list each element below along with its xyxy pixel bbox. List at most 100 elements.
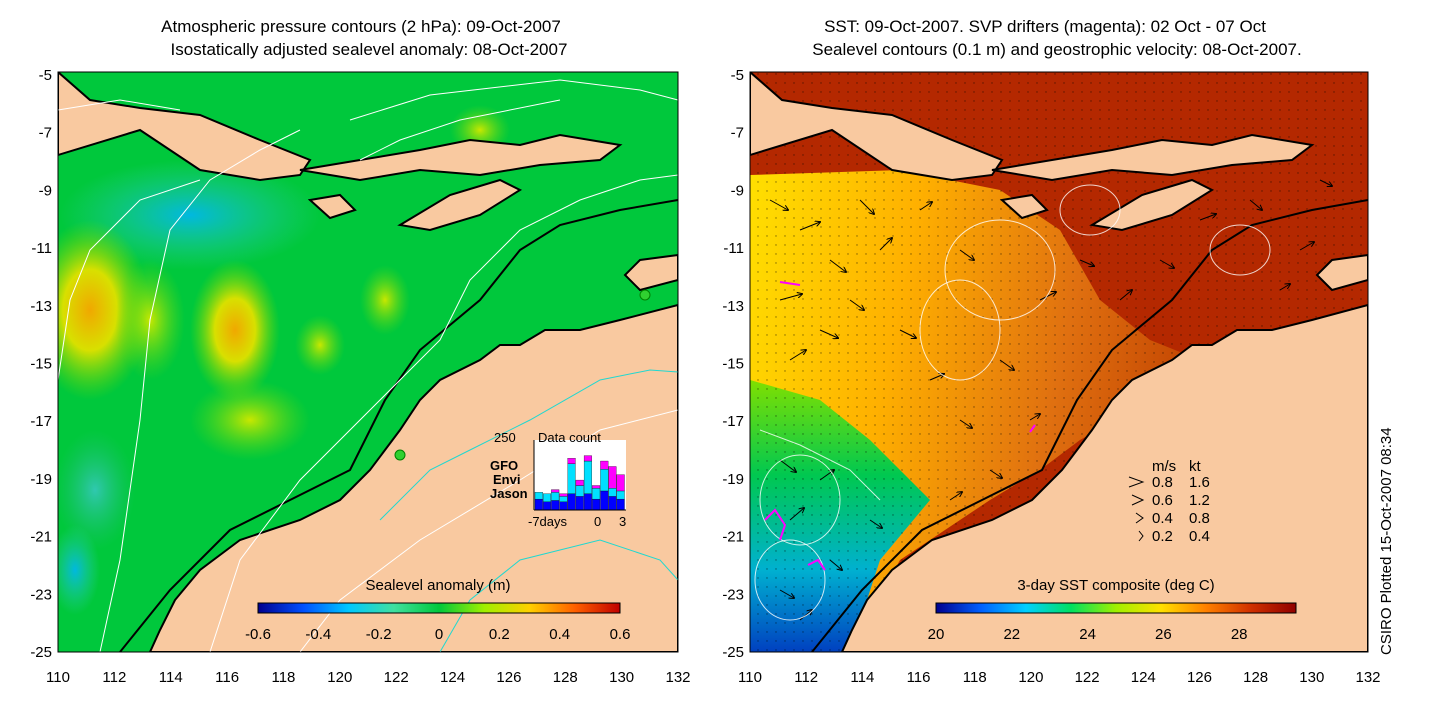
sealevel-contour xyxy=(944,219,1056,321)
right-x-tick-label: 112 xyxy=(794,669,818,686)
sst-colorbar-labels: 20 22 24 26 28 xyxy=(928,626,1248,643)
nusa-tenggara-land xyxy=(991,133,1315,182)
data-count-x-left: -7days xyxy=(528,514,568,529)
svp-drifter-track xyxy=(807,558,826,571)
velocity-arrow xyxy=(799,610,812,621)
velocity-arrow xyxy=(959,419,972,428)
data-count-x-mid: 0 xyxy=(594,514,601,529)
data-count-bar-envi xyxy=(592,488,601,500)
data-count-bar-gfo xyxy=(583,455,592,462)
right-y-tick-label: -7 xyxy=(731,125,744,142)
data-count-bar-gfo xyxy=(600,460,609,470)
left-y-tick-label: -23 xyxy=(30,586,52,603)
right-x-tick-label: 132 xyxy=(1355,669,1380,686)
data-count-bar-jason xyxy=(600,490,609,511)
data-count-bar-envi xyxy=(543,493,552,502)
data-count-bar-gfo xyxy=(592,485,601,489)
velocity-legend-arrow xyxy=(1138,530,1144,542)
velocity-legend-ms-header: m/s xyxy=(1152,458,1176,475)
velocity-arrow xyxy=(769,199,788,210)
pressure-contour xyxy=(349,79,678,121)
data-count-bar-envi xyxy=(567,463,576,494)
velocity-arrow xyxy=(829,259,846,272)
velocity-arrow xyxy=(959,249,974,260)
svp-drifter-track xyxy=(1029,424,1036,433)
right-y-tick-label: -5 xyxy=(731,67,744,84)
left-x-tick-label: 114 xyxy=(159,669,183,686)
sla-colorbar-title: Sealevel anomaly (m) xyxy=(365,577,510,594)
left-x-axis: 110 112 114 116 118 120 122 124 126 128 130 132 xyxy=(46,669,690,686)
sealevel-contour xyxy=(919,279,1001,381)
velocity-arrow xyxy=(799,222,820,231)
data-count-bar-envi xyxy=(608,488,617,497)
velocity-arrow xyxy=(1029,414,1040,421)
right-map-panel: SST: 09-Oct-2007. SVP drifters (magenta)… xyxy=(722,17,1380,686)
velocity-legend-kt-header: kt xyxy=(1189,458,1202,475)
velocity-arrow xyxy=(1249,199,1262,210)
melville-island xyxy=(623,253,678,292)
data-count-bar-gfo xyxy=(559,493,568,497)
velocity-arrow xyxy=(869,519,882,528)
left-x-tick-label: 130 xyxy=(609,669,634,686)
timor-island xyxy=(397,178,523,232)
data-count-title: Data count xyxy=(538,430,601,445)
sealevel-contour xyxy=(1209,224,1271,276)
data-count-bar-jason xyxy=(583,493,592,511)
right-y-tick-label: -15 xyxy=(722,356,744,373)
sla-colorbar-label: -0.2 xyxy=(366,626,392,643)
pressure-contour xyxy=(209,174,678,652)
right-title-line1: SST: 09-Oct-2007. SVP drifters (magenta)… xyxy=(824,17,1266,36)
velocity-arrow xyxy=(789,508,804,521)
data-count-bar-jason xyxy=(543,501,552,511)
velocity-arrow xyxy=(779,589,794,598)
nusa-tenggara-land xyxy=(299,133,623,182)
legend-envi: Envi xyxy=(493,472,520,487)
left-y-tick-label: -15 xyxy=(30,356,52,373)
velocity-legend-kt-value: 0.8 xyxy=(1189,510,1210,527)
velocity-arrow xyxy=(779,294,802,301)
melville-island xyxy=(1315,253,1368,292)
sla-colorbar-label: 0 xyxy=(435,626,443,643)
right-x-tick-label: 118 xyxy=(963,669,987,686)
data-count-bar-jason xyxy=(608,496,617,511)
right-x-tick-label: 126 xyxy=(1187,669,1212,686)
velocity-legend-kt-value: 0.4 xyxy=(1189,528,1210,545)
right-x-tick-label: 124 xyxy=(1131,669,1156,686)
sst-colorbar-label: 28 xyxy=(1231,626,1248,643)
data-count-bar-gfo xyxy=(616,474,625,492)
left-y-tick-label: -21 xyxy=(30,529,52,546)
data-count-bar-jason xyxy=(575,496,584,511)
right-y-tick-label: -17 xyxy=(722,413,744,430)
velocity-arrow xyxy=(1199,214,1216,221)
right-y-tick-label: -19 xyxy=(722,471,744,488)
velocity-arrows xyxy=(769,179,1332,621)
data-count-x-right: 3 xyxy=(619,514,626,529)
velocity-arrow xyxy=(1119,290,1132,301)
right-title-line2: Sealevel contours (0.1 m) and geostrophi… xyxy=(812,40,1301,59)
data-count-bar-envi xyxy=(551,492,560,501)
velocity-arrow xyxy=(789,350,806,361)
velocity-legend-kt-value: 1.6 xyxy=(1189,474,1210,491)
left-map-frame xyxy=(57,71,679,653)
sla-colorbar xyxy=(257,602,621,614)
right-y-tick-label: -23 xyxy=(722,586,744,603)
pressure-contour xyxy=(99,129,301,652)
pressure-contour xyxy=(359,99,561,161)
right-map-area xyxy=(750,72,1368,652)
sla-colorbar-labels: -0.6 -0.4 -0.2 0 0.2 0.4 0.6 xyxy=(245,626,630,643)
data-count-bar-jason xyxy=(567,493,576,511)
data-count-bar-gfo xyxy=(567,458,576,464)
velocity-legend: m/s kt 0.8 1.60.6 1.20.4 0.80.2 0.4 xyxy=(1128,458,1210,545)
velocity-arrow xyxy=(989,469,1002,478)
velocity-arrow xyxy=(1079,259,1094,266)
data-count-bars xyxy=(534,455,625,511)
left-x-tick-label: 118 xyxy=(271,669,295,686)
left-y-tick-label: -11 xyxy=(31,240,52,257)
data-count-bar-jason xyxy=(551,500,560,511)
data-count-bar-envi xyxy=(600,469,609,492)
right-x-tick-label: 114 xyxy=(850,669,874,686)
sst-colorbar-label: 20 xyxy=(928,626,945,643)
left-y-tick-label: -25 xyxy=(30,644,52,661)
velocity-arrow xyxy=(859,199,874,214)
